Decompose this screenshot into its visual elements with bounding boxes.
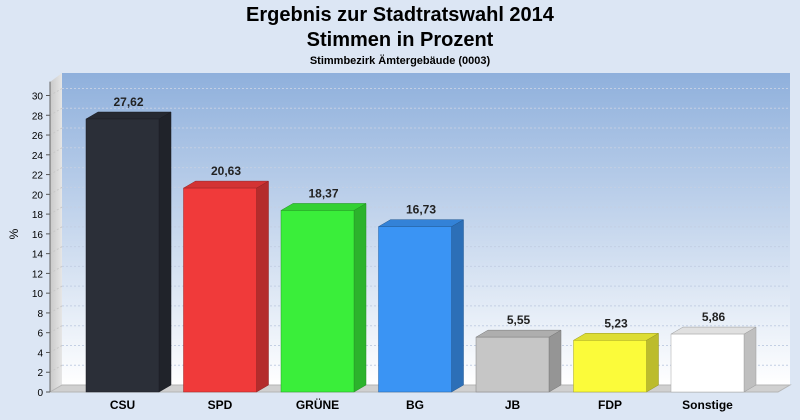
plot-side-wall <box>50 73 62 392</box>
y-tick-label: 24 <box>32 151 44 162</box>
bar-side <box>451 219 464 393</box>
bar-side <box>548 329 562 393</box>
y-tick-label: 28 <box>32 111 44 122</box>
bar-front <box>85 118 160 393</box>
data-label: 16,73 <box>406 203 436 217</box>
bar-top <box>670 326 757 335</box>
bar-jb <box>475 329 562 393</box>
x-tick-label: Sonstige <box>682 398 733 412</box>
data-label: 5,55 <box>507 313 531 327</box>
x-tick-label: BG <box>406 398 424 412</box>
y-tick-label: 20 <box>32 190 44 201</box>
y-tick-label: 4 <box>37 348 43 359</box>
y-tick-label: 12 <box>32 269 44 280</box>
bar-fdp <box>572 332 660 393</box>
bar-side <box>256 180 269 393</box>
bar-top <box>280 203 367 211</box>
x-tick-label: FDP <box>598 398 622 412</box>
data-label: 27,62 <box>113 95 143 109</box>
bar-top <box>572 333 660 341</box>
y-tick-label: 26 <box>32 131 44 142</box>
y-tick-label: 2 <box>37 368 43 379</box>
bar-top <box>182 180 270 189</box>
y-tick-label: 30 <box>32 92 44 103</box>
bar-side <box>353 203 367 393</box>
bar-bg <box>377 219 465 393</box>
bar-front <box>183 187 257 393</box>
y-tick-label: 14 <box>32 250 44 261</box>
y-tick-label: 8 <box>37 309 43 320</box>
bar-spd <box>182 180 270 393</box>
y-tick-label: 22 <box>32 171 44 182</box>
x-tick-label: CSU <box>110 398 135 412</box>
chart-title: Ergebnis zur Stadtratswahl 2014 <box>246 4 554 26</box>
chart-district-subtitle: Stimmbezirk Ämtergebäude (0003) <box>309 55 491 67</box>
y-tick-label: 10 <box>32 289 44 300</box>
bar-sonstige <box>670 326 757 393</box>
x-tick-label: SPD <box>208 398 233 412</box>
bar-top <box>85 111 172 120</box>
bar-side <box>158 111 172 393</box>
y-tick-label: 6 <box>37 329 43 340</box>
bar-top <box>377 219 465 227</box>
data-label: 18,37 <box>308 186 338 200</box>
chart-subtitle: Stimmen in Prozent <box>306 29 494 51</box>
data-label: 5,23 <box>604 316 628 330</box>
bar-csu <box>85 111 172 393</box>
y-tick-label: 18 <box>32 210 44 221</box>
data-label: 20,63 <box>211 164 241 178</box>
bar-top <box>475 329 562 338</box>
bar-grüne <box>280 203 367 393</box>
bar-front <box>670 333 745 393</box>
data-label: 5,86 <box>702 310 726 324</box>
bar-front <box>573 340 647 393</box>
x-tick-label: GRÜNE <box>296 397 339 412</box>
bar-front <box>475 336 550 393</box>
y-tick-label: 16 <box>32 230 44 241</box>
bar-front <box>378 226 452 393</box>
bar-side <box>743 326 757 393</box>
y-tick-label: 0 <box>37 388 43 399</box>
bar-side <box>646 332 659 393</box>
y-axis-label: % <box>7 228 21 239</box>
x-tick-label: JB <box>505 398 521 412</box>
bar-front <box>280 210 355 393</box>
